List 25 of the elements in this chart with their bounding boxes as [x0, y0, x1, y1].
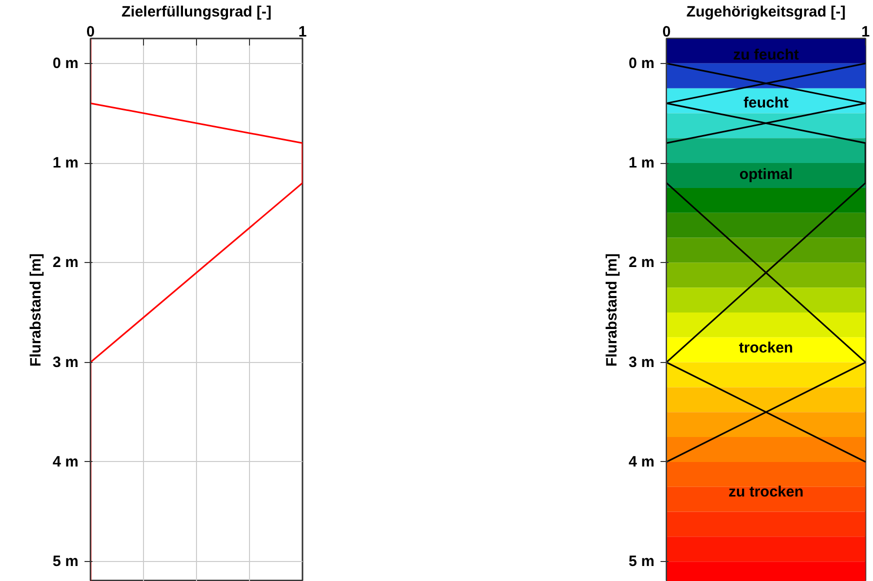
annotation: optimal	[739, 166, 793, 183]
x-tick-label: 0	[662, 24, 671, 40]
y-tick-label: 4 m	[628, 453, 655, 470]
annotation: feucht	[744, 94, 789, 112]
y-tick-label: 2 m	[628, 254, 655, 272]
y-tick-label: 4 m	[52, 453, 79, 470]
y-tick-label: 0 m	[628, 54, 655, 72]
y-tick-label: 0 m	[52, 54, 79, 72]
y-axis-title: Flurabstand [m]	[28, 253, 45, 367]
y-tick-label: 2 m	[52, 254, 79, 272]
y-tick-label: 3 m	[52, 354, 79, 371]
x-tick-label: 1	[861, 24, 870, 40]
annotation: zu feucht	[733, 46, 799, 64]
y-tick-label: 5 m	[52, 553, 79, 570]
y-tick-label: 3 m	[628, 354, 655, 371]
y-tick-label: 1 m	[628, 154, 655, 172]
annotation: zu trocken	[728, 483, 804, 500]
y-tick-label: 1 m	[52, 154, 79, 172]
annotation: trocken	[738, 340, 794, 357]
x-tick-label: 0	[86, 24, 95, 40]
x-axis-title: Zugehörigkeitsgrad [-]	[686, 4, 846, 20]
y-axis-title: Flurabstand [m]	[604, 253, 621, 367]
y-tick-label: 5 m	[628, 553, 655, 570]
x-axis-title: Zielerfüllungsgrad [-]	[122, 4, 272, 20]
x-tick-label: 1	[298, 24, 307, 40]
